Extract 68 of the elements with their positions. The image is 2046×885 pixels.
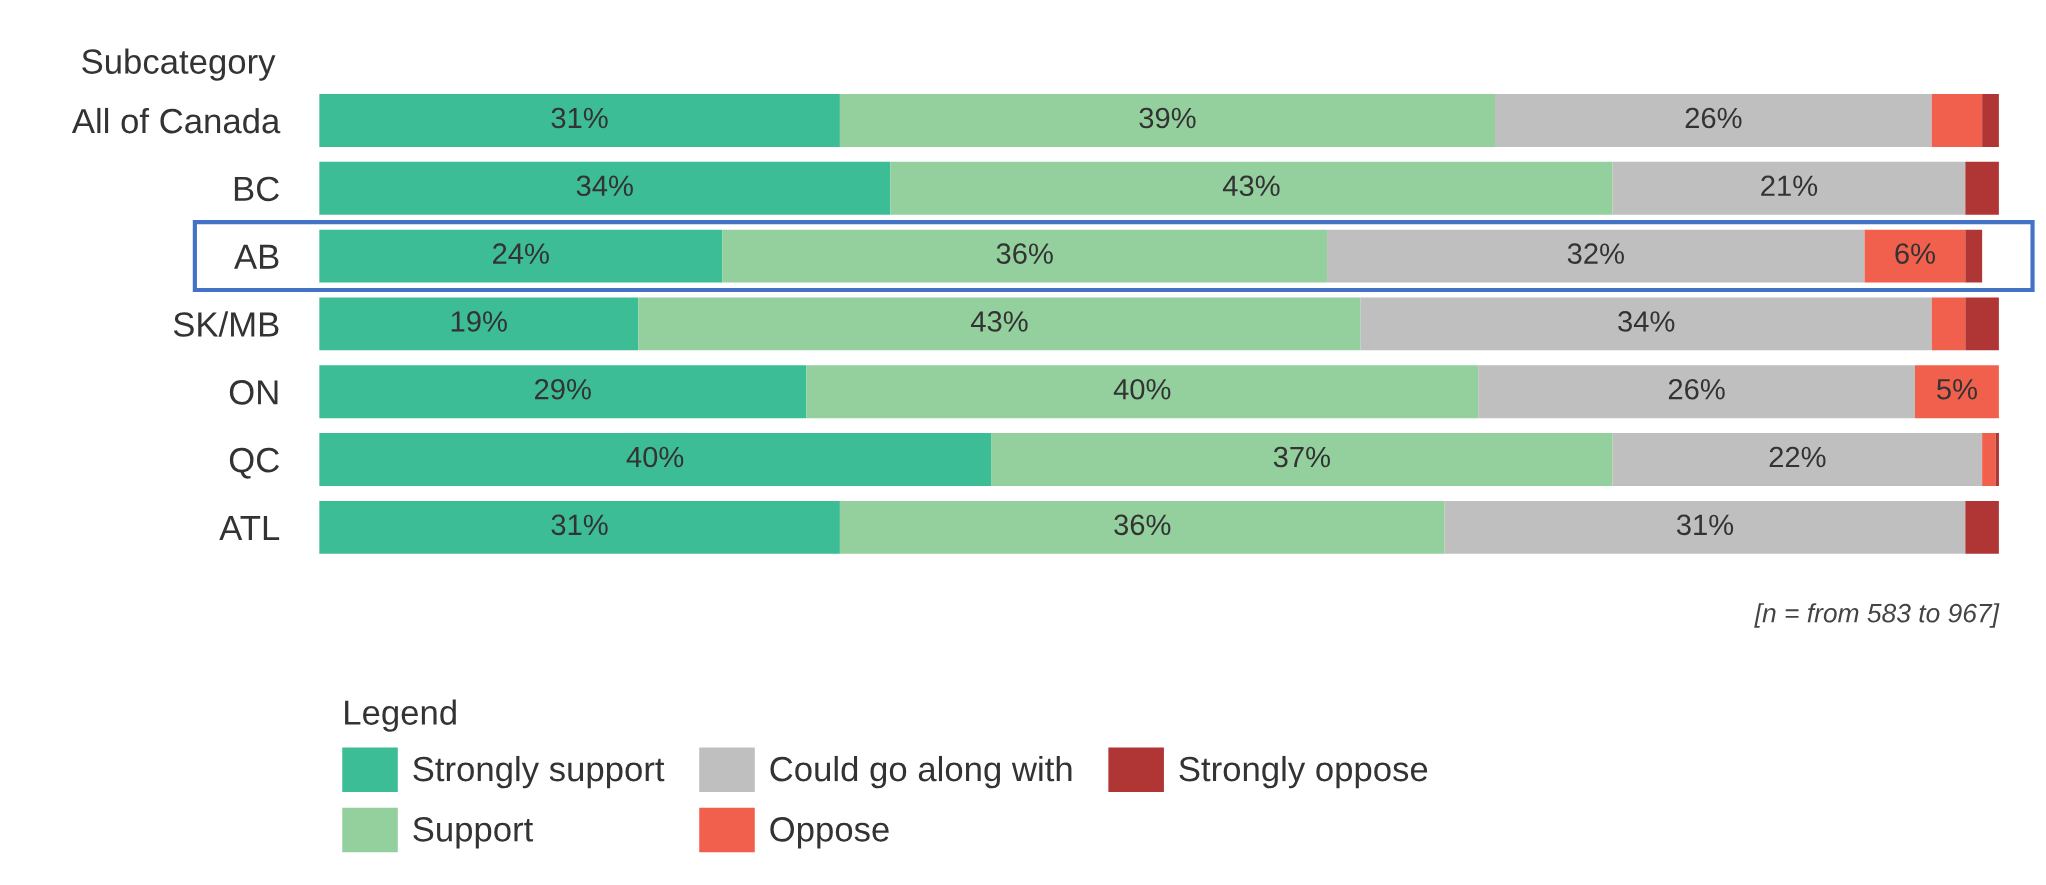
- data-label: 40%: [1113, 378, 1171, 400]
- bar: [319, 94, 840, 147]
- data-label: 37%: [1273, 446, 1330, 468]
- data-label: 36%: [1114, 514, 1171, 536]
- bar: [1444, 500, 1966, 554]
- bar: [319, 433, 992, 486]
- data-label: 21%: [1761, 175, 1818, 197]
- data-label: 29%: [535, 378, 591, 400]
- data-label: 32%: [1567, 243, 1624, 264]
- bar: [319, 365, 807, 419]
- bar: [890, 161, 1613, 215]
- data-label: 6%: [1895, 243, 1935, 264]
- data-label: 36%: [996, 243, 1053, 264]
- bar: [1478, 365, 1915, 419]
- bar: [1612, 433, 1983, 486]
- data-label: 43%: [1222, 175, 1280, 197]
- data-label: 31%: [551, 107, 608, 129]
- text: [n = from 583 to 967]: [1754, 603, 2000, 628]
- y-tick-label: ATL: [219, 516, 280, 540]
- bar: [1495, 94, 1932, 147]
- y-axis-title: Subcategory: [82, 48, 276, 81]
- bar: [1965, 500, 1999, 554]
- bar: [722, 229, 1328, 283]
- bar: [1914, 365, 1999, 419]
- bar: [319, 297, 639, 351]
- data-label: 31%: [1676, 514, 1734, 536]
- data-label: 24%: [493, 243, 549, 264]
- legend-label: Could go along with: [770, 755, 1072, 789]
- y-tick-label: ON: [229, 380, 278, 405]
- y-tick-label: All of Canada: [71, 107, 281, 134]
- bar: [806, 365, 1479, 419]
- bar: [1982, 94, 1999, 147]
- bar: [1360, 297, 1932, 351]
- data-label: 34%: [576, 175, 633, 197]
- y-tick-label: BC: [234, 176, 279, 202]
- legend-label: Support: [413, 817, 534, 849]
- data-label: 26%: [1685, 107, 1742, 129]
- bar: [839, 500, 1445, 554]
- data-label: 19%: [451, 311, 507, 332]
- bar: [319, 500, 840, 554]
- bar: [1327, 229, 1865, 283]
- bar: [1965, 297, 1999, 351]
- bar: [1612, 161, 1966, 215]
- bar: [839, 94, 1496, 147]
- data-label: 43%: [970, 311, 1028, 332]
- data-label: 26%: [1668, 378, 1725, 400]
- y-tick-label: QC: [229, 447, 279, 479]
- y-tick-label: SK/MB: [173, 311, 279, 337]
- legend-label: Strongly oppose: [1179, 755, 1428, 789]
- bar: [1864, 229, 1966, 283]
- data-label: 5%: [1937, 379, 1977, 400]
- data-label: 22%: [1769, 446, 1826, 468]
- bar: [319, 161, 891, 215]
- bar: [319, 229, 723, 283]
- y-tick-label: AB: [234, 244, 279, 269]
- data-label: 39%: [1139, 107, 1196, 129]
- bar: [638, 297, 1361, 351]
- bar: [1965, 229, 1983, 283]
- data-label: 31%: [551, 514, 608, 536]
- bar: [991, 433, 1613, 486]
- bar: [1965, 161, 1999, 215]
- bar: [1931, 297, 1966, 351]
- legend-label: Strongly support: [413, 755, 665, 789]
- legend-title: Legend: [345, 699, 456, 732]
- bar: [1931, 94, 1983, 147]
- data-label: 34%: [1618, 311, 1675, 332]
- legend-label: Oppose: [770, 817, 889, 849]
- data-label: 40%: [626, 446, 684, 468]
